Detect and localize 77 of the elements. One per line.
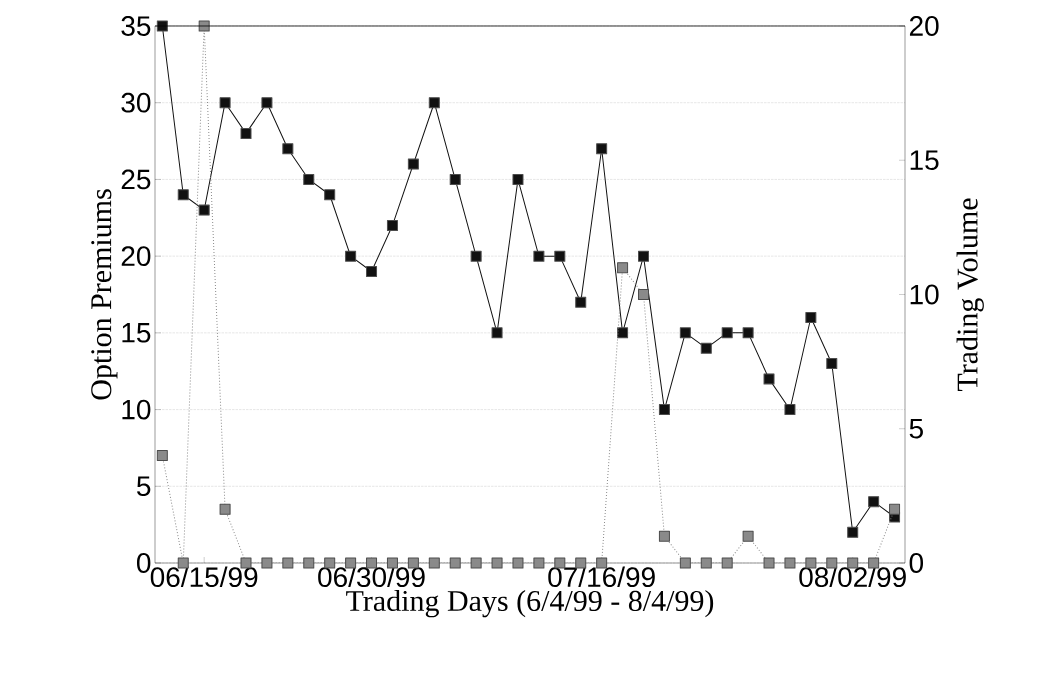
x-axis-title: Trading Days (6/4/99 - 8/4/99) <box>346 589 714 618</box>
y2-tick-label: 0 <box>909 553 924 573</box>
point <box>533 250 545 262</box>
point <box>366 265 378 277</box>
point <box>721 557 733 569</box>
point <box>156 20 168 32</box>
point <box>449 173 461 185</box>
x-tick-label: 06/15/99 <box>150 566 258 588</box>
point <box>533 557 545 569</box>
x-tick-label: 07/16/99 <box>548 566 655 588</box>
point <box>554 250 566 262</box>
point <box>700 557 712 569</box>
y-tick-label: 10 <box>122 399 151 420</box>
point <box>177 189 189 201</box>
point <box>491 557 503 569</box>
point <box>638 289 649 300</box>
point <box>219 97 231 109</box>
point <box>742 327 754 339</box>
y2-axis-title: Trading Volume <box>956 198 984 392</box>
point <box>512 557 524 569</box>
y-tick-label: 5 <box>137 476 151 497</box>
point <box>847 526 859 538</box>
point <box>596 143 608 155</box>
point <box>617 327 629 339</box>
y2-tick-label: 20 <box>909 16 939 36</box>
point <box>261 557 273 569</box>
y2-tick-label: 15 <box>910 150 939 171</box>
point <box>303 557 315 569</box>
point <box>575 296 587 308</box>
y-tick-label: 25 <box>121 169 151 190</box>
point <box>617 262 629 274</box>
point <box>889 503 901 515</box>
y-tick-label: 20 <box>121 246 151 267</box>
y-tick-label: 15 <box>122 323 151 343</box>
y-tick-label: 35 <box>121 16 151 36</box>
point <box>261 97 273 109</box>
point <box>345 250 357 262</box>
point <box>198 204 210 216</box>
point <box>742 530 754 542</box>
y-tick-label: 30 <box>121 92 151 113</box>
point <box>658 530 670 542</box>
point <box>303 173 315 185</box>
point <box>219 503 231 515</box>
point <box>784 557 796 569</box>
point <box>282 557 294 569</box>
point <box>428 97 440 109</box>
point <box>470 557 482 569</box>
point <box>868 496 880 508</box>
point <box>763 557 775 569</box>
point <box>763 373 775 385</box>
point <box>826 358 838 370</box>
point <box>386 219 398 231</box>
point <box>407 158 419 170</box>
x-tick-label: 08/02/99 <box>799 566 906 588</box>
point <box>428 557 440 569</box>
x-tick-label: 06/30/99 <box>318 566 425 588</box>
y2-tick-label: 10 <box>910 284 939 305</box>
point <box>282 143 294 155</box>
point <box>240 127 252 139</box>
point <box>638 250 649 262</box>
point <box>512 173 524 185</box>
point <box>700 342 712 354</box>
point <box>658 404 670 416</box>
point <box>721 327 733 339</box>
point <box>324 189 336 201</box>
point <box>470 250 482 262</box>
point <box>784 404 796 416</box>
point <box>679 327 691 339</box>
point <box>198 20 210 32</box>
y2-tick-label: 5 <box>909 418 923 439</box>
point <box>679 557 691 569</box>
point <box>156 450 168 462</box>
y-tick-label: 0 <box>137 553 151 573</box>
point <box>449 557 461 569</box>
point <box>805 312 817 324</box>
point <box>491 327 503 339</box>
y-axis-title: Option Premiums <box>91 189 118 400</box>
